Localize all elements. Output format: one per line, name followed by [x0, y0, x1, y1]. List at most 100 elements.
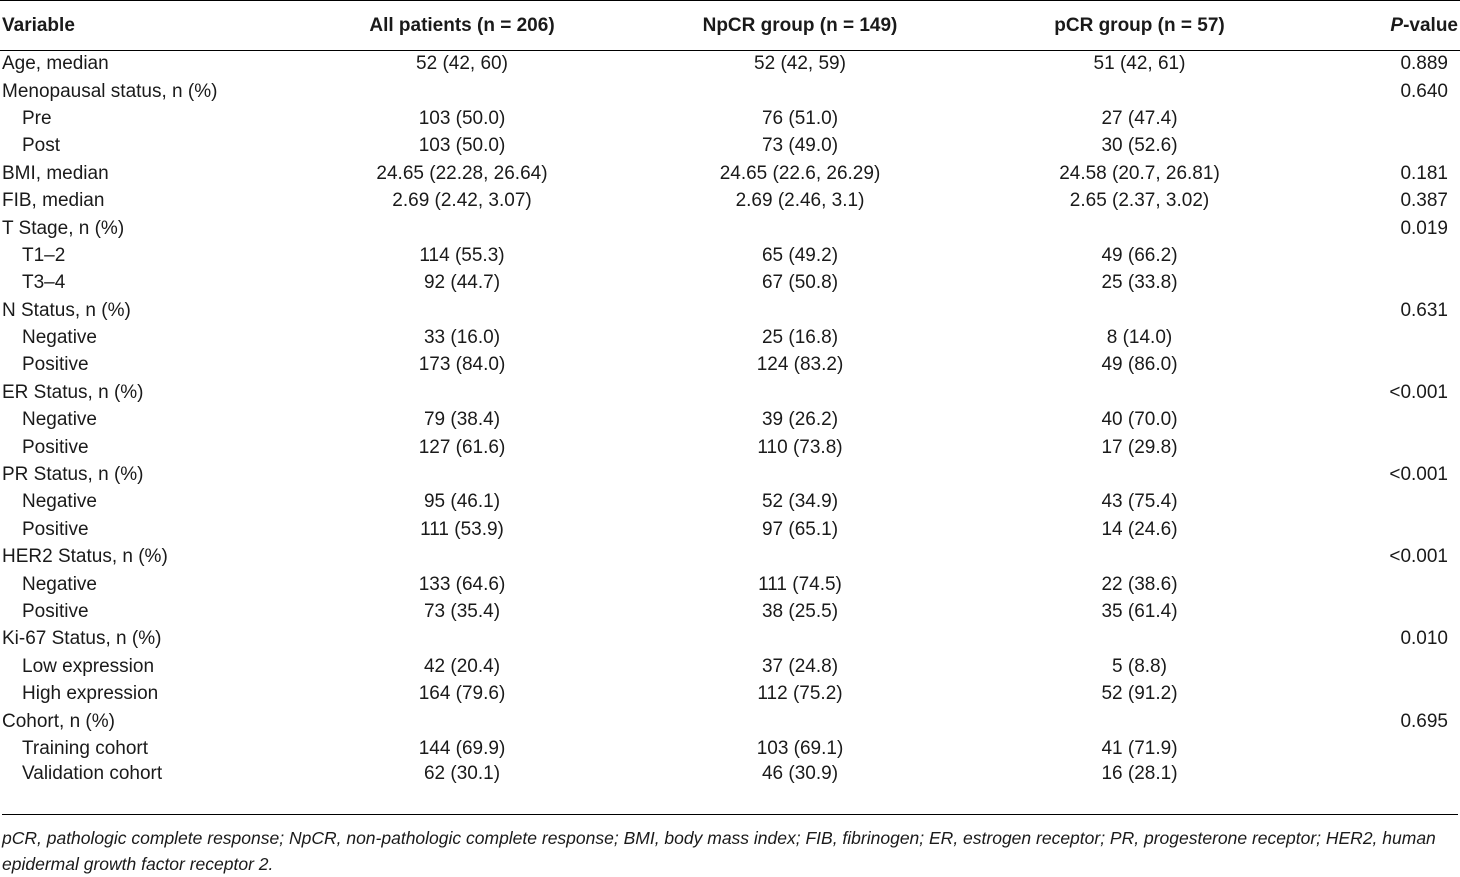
table-row: N Status, n (%) 0.631	[0, 297, 1460, 324]
cell-all-patients: 95 (46.1)	[423, 491, 501, 513]
cell-p-value	[1303, 352, 1460, 379]
cell-p-value	[1303, 763, 1460, 791]
row-label: Positive	[22, 436, 89, 458]
row-label: Training cohort	[22, 737, 149, 759]
row-label: Pre	[22, 107, 52, 129]
cell-npcr-group: 110 (73.8)	[757, 436, 843, 458]
row-label: High expression	[22, 683, 159, 705]
cell-p-value	[1303, 735, 1460, 762]
table-row: T1–2 114 (55.3) 65 (49.2) 49 (66.2)	[0, 242, 1460, 269]
cell-p-value	[1303, 598, 1460, 625]
cell-all-patients: 33 (16.0)	[423, 327, 501, 349]
cell-npcr-group: 52 (34.9)	[761, 491, 839, 513]
cell-npcr-group	[624, 379, 976, 406]
table-row: Post 103 (50.0) 73 (49.0) 30 (52.6)	[0, 133, 1460, 160]
cell-npcr-group	[624, 544, 976, 571]
cell-pcr-group: 49 (66.2)	[1101, 244, 1178, 266]
cell-npcr-group	[624, 461, 976, 488]
row-label: Positive	[22, 518, 89, 540]
table-row: Training cohort 144 (69.9) 103 (69.1) 41 (7…	[0, 735, 1460, 762]
cell-npcr-group: 37 (24.8)	[761, 655, 839, 677]
cell-pcr-group	[976, 78, 1303, 105]
table-row: T Stage, n (%) 0.019	[0, 215, 1460, 242]
cell-all-patients: 144 (69.9)	[418, 737, 506, 759]
header-variable: Variable	[0, 0, 300, 51]
row-label: T3–4	[22, 272, 66, 294]
table-row: Ki-67 Status, n (%) 0.010	[0, 626, 1460, 653]
cell-all-patients: 92 (44.7)	[423, 272, 501, 294]
header-all-patients: All patients (n = 206)	[300, 0, 624, 51]
cell-p-value	[1303, 489, 1460, 516]
cell-pcr-group	[976, 215, 1303, 242]
cell-all-patients: 127 (61.6)	[418, 436, 506, 458]
cell-npcr-group: 25 (16.8)	[761, 327, 839, 349]
row-label: Negative	[22, 573, 97, 595]
cell-p-value: <0.001	[1389, 381, 1448, 403]
table-row: Negative 95 (46.1) 52 (34.9) 43 (75.4)	[0, 489, 1460, 516]
row-label: Menopausal status, n (%)	[2, 80, 218, 102]
cell-pcr-group: 27 (47.4)	[1101, 107, 1178, 129]
cell-pcr-group: 17 (29.8)	[1101, 436, 1178, 458]
cell-pcr-group: 40 (70.0)	[1101, 409, 1178, 431]
cell-pcr-group: 2.65 (2.37, 3.02)	[1069, 190, 1210, 212]
row-label: Positive	[22, 601, 89, 622]
table-row: Cohort, n (%) 0.695	[0, 708, 1460, 735]
cell-all-patients: 62 (30.1)	[423, 762, 501, 784]
cell-npcr-group: 67 (50.8)	[761, 272, 839, 294]
cell-pcr-group: 30 (52.6)	[1101, 135, 1178, 157]
baseline-characteristics-table: Variable All patients (n = 206) NpCR gro…	[0, 0, 1460, 791]
cell-all-patients: 111 (53.9)	[420, 518, 504, 540]
cell-all-patients: 114 (55.3)	[419, 244, 505, 266]
cell-p-value	[1303, 133, 1460, 160]
cell-pcr-group: 16 (28.1)	[1101, 762, 1178, 784]
cell-pcr-group: 49 (86.0)	[1101, 354, 1178, 376]
row-label: Positive	[22, 354, 89, 376]
cell-p-value: 0.631	[1400, 299, 1448, 321]
cell-p-value: <0.001	[1389, 464, 1448, 486]
row-label: N Status, n (%)	[2, 299, 131, 321]
table-row: High expression 164 (79.6) 112 (75.2) 52 (9…	[0, 680, 1460, 707]
cell-npcr-group: 65 (49.2)	[761, 244, 839, 266]
cell-p-value: 0.019	[1400, 217, 1448, 239]
table-row: Menopausal status, n (%) 0.640	[0, 78, 1460, 105]
cell-npcr-group: 38 (25.5)	[761, 601, 839, 622]
cell-p-value: 0.181	[1400, 162, 1448, 184]
table-row: Age, median 52 (42, 60) 52 (42, 59) 51 (42,…	[0, 51, 1460, 78]
cell-p-value	[1303, 571, 1460, 598]
cell-pcr-group: 24.58 (20.7, 26.81)	[1059, 162, 1220, 184]
cell-all-patients	[300, 544, 624, 571]
cell-pcr-group: 51 (42, 61)	[1093, 53, 1186, 75]
row-label: Negative	[22, 491, 97, 513]
table-footnote: pCR, pathologic complete response; NpCR,…	[2, 814, 1458, 877]
row-label: PR Status, n (%)	[2, 464, 144, 486]
table-row: PR Status, n (%) <0.001	[0, 461, 1460, 488]
cell-all-patients	[300, 297, 624, 324]
cell-pcr-group: 14 (24.6)	[1101, 518, 1178, 540]
cell-p-value: 0.387	[1400, 190, 1448, 212]
cell-npcr-group	[624, 297, 976, 324]
cell-pcr-group	[976, 544, 1303, 571]
row-label: Negative	[22, 409, 97, 431]
cell-npcr-group: 2.69 (2.46, 3.1)	[735, 190, 865, 212]
table-row: Positive 127 (61.6) 110 (73.8) 17 (29.8)	[0, 434, 1460, 461]
table-row: Positive 73 (35.4) 38 (25.5) 35 (61.4)	[0, 598, 1460, 625]
row-label: Low expression	[22, 655, 155, 677]
row-label: ER Status, n (%)	[2, 381, 144, 403]
table-row: Positive 111 (53.9) 97 (65.1) 14 (24.6)	[0, 516, 1460, 543]
cell-all-patients: 52 (42, 60)	[416, 53, 508, 75]
cell-all-patients	[300, 379, 624, 406]
cell-pcr-group	[976, 379, 1303, 406]
header-p-suffix: -value	[1403, 14, 1458, 36]
row-label: BMI, median	[2, 162, 109, 184]
cell-npcr-group: 24.65 (22.6, 26.29)	[719, 162, 881, 184]
table-row: BMI, median 24.65 (22.28, 26.64) 24.65 (22…	[0, 160, 1460, 187]
data-table: Variable All patients (n = 206) NpCR gro…	[0, 0, 1460, 791]
cell-p-value	[1303, 434, 1460, 461]
cell-p-value	[1303, 680, 1460, 707]
cell-pcr-group	[976, 708, 1303, 735]
cell-npcr-group	[624, 708, 976, 735]
cell-p-value: 0.010	[1400, 628, 1448, 650]
cell-npcr-group: 52 (42, 59)	[754, 53, 846, 75]
cell-npcr-group: 97 (65.1)	[761, 518, 839, 540]
cell-p-value	[1303, 242, 1460, 269]
